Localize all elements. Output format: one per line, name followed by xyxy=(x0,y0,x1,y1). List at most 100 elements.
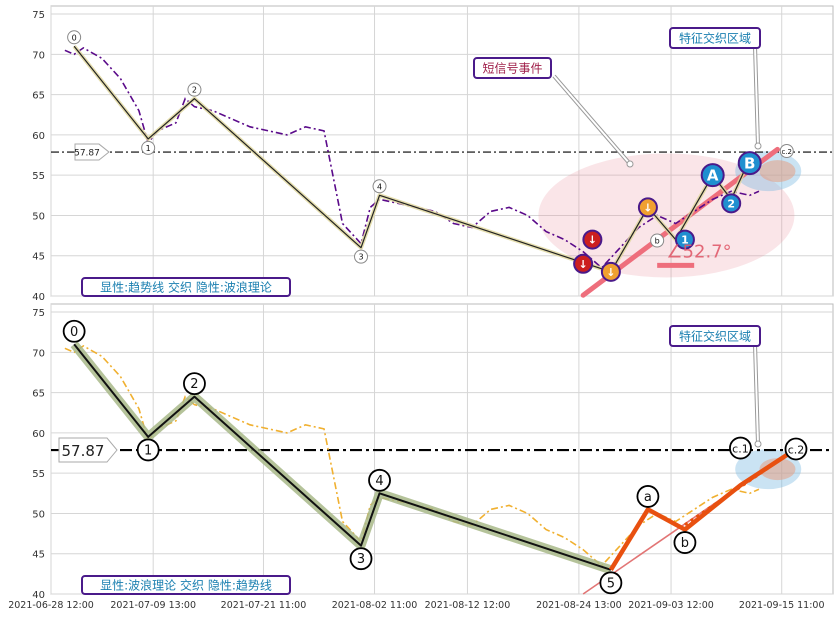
wave-label-circle xyxy=(136,438,160,462)
wave-label: 1 xyxy=(144,443,152,458)
signal-marker xyxy=(737,151,762,176)
signal-marker xyxy=(582,229,603,250)
reference-label-box xyxy=(74,143,110,161)
wave-label: a xyxy=(644,490,652,505)
signal-marker-label: 2 xyxy=(727,197,735,210)
wave-label: 0 xyxy=(72,33,77,42)
signal-marker xyxy=(721,193,742,214)
y-tick-label: 45 xyxy=(32,252,45,263)
signal-marker-label: ↓ xyxy=(588,234,597,247)
wave-label: b xyxy=(681,536,689,551)
y-tick-label: 40 xyxy=(32,292,45,303)
wave-label-circle xyxy=(349,547,373,571)
panel-top: 404550556065707557.8701234bc.2↓↓↓↓1A2B短信… xyxy=(32,5,834,303)
annotation-box xyxy=(473,57,552,79)
wave-label-circle xyxy=(599,571,623,595)
x-tick-label: 2021-08-02 11:00 xyxy=(332,600,418,611)
y-tick-label: 45 xyxy=(32,550,45,561)
wave-label: 0 xyxy=(70,325,78,340)
wave-label-circle xyxy=(729,436,752,460)
signal-marker-label: ↓ xyxy=(643,201,652,214)
y-tick-label: 65 xyxy=(32,91,45,102)
y-tick-label: 75 xyxy=(32,308,45,319)
annotation-box xyxy=(669,325,761,347)
panel-caption: 显性:波浪理论 交织 隐性:趋势线 xyxy=(100,578,272,593)
wave-label-circle xyxy=(183,372,206,396)
reference-label-box xyxy=(58,437,118,463)
wave-label-circle xyxy=(141,140,156,155)
wave-label-circle xyxy=(673,531,697,554)
wave-label-circle xyxy=(67,30,82,45)
y-tick-label: 65 xyxy=(32,389,45,400)
annotation-arrow-head xyxy=(754,440,762,448)
annotation-arrow-head xyxy=(626,160,634,168)
signal-marker xyxy=(637,197,658,218)
wave-label-circle xyxy=(784,437,808,461)
series-line-1 xyxy=(73,343,612,571)
reference-label: 57.87 xyxy=(62,442,105,460)
x-tick-label: 2021-06-28 12:00 xyxy=(8,600,94,611)
wave-label-circle xyxy=(187,82,202,97)
signal-marker xyxy=(573,253,594,274)
wave-label: 3 xyxy=(358,253,363,262)
wave-label: 1 xyxy=(146,144,151,153)
y-tick-label: 50 xyxy=(32,211,45,222)
x-tick-label: 2021-07-09 13:00 xyxy=(110,600,196,611)
annotation-arrow-head xyxy=(754,142,762,150)
wave-label-circle xyxy=(372,179,387,194)
y-tick-label: 70 xyxy=(32,50,45,61)
wave-label: 5 xyxy=(607,576,615,591)
angle-label: ∠52.7° xyxy=(666,241,731,262)
feature-core xyxy=(759,458,796,481)
signal-marker xyxy=(674,229,695,250)
caption-box xyxy=(81,277,291,297)
y-tick-label: 70 xyxy=(32,348,45,359)
annotation-text: 短信号事件 xyxy=(482,62,542,76)
x-tick-label: 2021-09-03 12:00 xyxy=(628,600,714,611)
wave-label-circle xyxy=(62,319,86,343)
y-tick-label: 75 xyxy=(32,10,45,21)
x-tick-label: 2021-07-21 11:00 xyxy=(221,600,307,611)
wave-label: 4 xyxy=(375,474,383,489)
wave-label: 4 xyxy=(377,182,382,191)
series-line-2 xyxy=(608,447,798,572)
wave-label: 3 xyxy=(357,552,365,567)
wave-label-circle xyxy=(368,468,391,492)
annotation-arrow-core xyxy=(553,75,631,165)
wave-label: c.2 xyxy=(781,148,792,156)
y-tick-label: 55 xyxy=(32,171,45,182)
signal-marker-label: ↓ xyxy=(606,266,615,279)
y-tick-label: 55 xyxy=(32,469,45,480)
annotation-text: 特征交织区域 xyxy=(679,329,751,344)
y-tick-label: 50 xyxy=(32,509,45,520)
signal-marker-label: 1 xyxy=(681,234,689,247)
wave-label: b xyxy=(655,237,660,246)
signal-marker xyxy=(600,261,621,282)
signal-marker-label: A xyxy=(707,167,719,185)
wave-label-circle xyxy=(779,144,794,158)
annotation-box xyxy=(669,27,761,49)
wave-label: c.2 xyxy=(788,444,805,457)
wave-label: c.1 xyxy=(732,443,749,456)
x-tick-label: 2021-08-12 12:00 xyxy=(425,600,511,611)
annotation-arrow-core xyxy=(754,45,759,147)
caption-box xyxy=(81,575,291,595)
reference-label: 57.87 xyxy=(74,149,100,159)
annotation-text: 特征交织区域 xyxy=(679,31,751,46)
y-tick-label: 60 xyxy=(32,429,45,440)
x-tick-label: 2021-09-15 11:00 xyxy=(739,600,825,611)
signal-marker-label: B xyxy=(744,155,755,173)
wave-label-circle xyxy=(650,233,665,248)
x-tick-label: 2021-08-24 13:00 xyxy=(536,600,622,611)
wave-label-circle xyxy=(636,485,660,508)
panel-caption: 显性:趋势线 交织 隐性:波浪理论 xyxy=(100,280,272,295)
wave-label: 2 xyxy=(192,86,197,95)
signal-marker xyxy=(700,163,725,188)
annotation-arrow-core xyxy=(754,343,759,445)
wave-label: 2 xyxy=(190,377,198,392)
feature-core xyxy=(759,160,796,183)
wave-label-circle xyxy=(354,249,369,264)
